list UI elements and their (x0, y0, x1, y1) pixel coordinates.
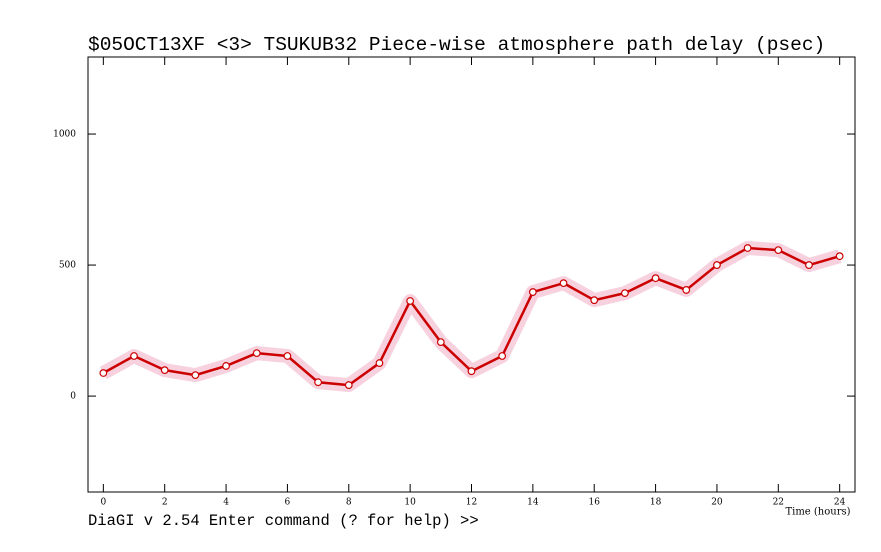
data-point (467, 367, 476, 376)
series-band (99, 241, 842, 393)
data-point (590, 296, 599, 305)
x-tick-label: 14 (527, 498, 539, 508)
x-tick-label: 6 (285, 498, 291, 508)
y-tick-label: 500 (59, 261, 76, 271)
data-point (375, 359, 384, 367)
data-point (651, 274, 660, 283)
data-point (344, 381, 353, 389)
plot-frame (87, 56, 856, 493)
data-point (621, 289, 629, 298)
data-point (559, 279, 568, 288)
x-tick-label: 16 (588, 498, 600, 508)
x-tick-label: 20 (711, 498, 723, 508)
data-point (743, 244, 752, 252)
data-point (774, 246, 783, 255)
y-tick-label: 0 (70, 392, 76, 402)
y-tick-label: 1000 (53, 130, 76, 140)
x-tick-label: 18 (650, 498, 662, 508)
x-axis-label: Time (hours) (785, 507, 850, 518)
data-point (805, 261, 813, 269)
data-point (406, 297, 415, 305)
data-point (191, 371, 200, 380)
x-tick-label: 4 (223, 498, 229, 508)
chart-title: $05OCT13XF <3> TSUKUB32 Piece-wise atmos… (88, 34, 825, 56)
data-point (713, 261, 721, 269)
data-point (528, 288, 537, 296)
data-point (222, 362, 230, 370)
data-point (682, 286, 691, 294)
x-tick-label: 8 (346, 498, 352, 508)
data-point (314, 378, 323, 387)
data-point (252, 349, 261, 358)
data-point (99, 369, 108, 377)
x-tick-label: 2 (162, 498, 168, 508)
data-point (283, 352, 292, 360)
data-point (130, 352, 138, 360)
data-point (160, 366, 169, 375)
x-tick-label: 12 (466, 498, 477, 508)
data-point (498, 352, 507, 360)
data-point (436, 338, 445, 347)
x-tick-label: 10 (404, 498, 416, 508)
status-line: DiaGI v 2.54 Enter command (? for help) … (88, 512, 479, 530)
x-tick-label: 22 (773, 498, 784, 508)
x-tick-label: 0 (100, 498, 106, 508)
x-tick-label: 24 (834, 498, 846, 508)
data-point (835, 252, 844, 261)
